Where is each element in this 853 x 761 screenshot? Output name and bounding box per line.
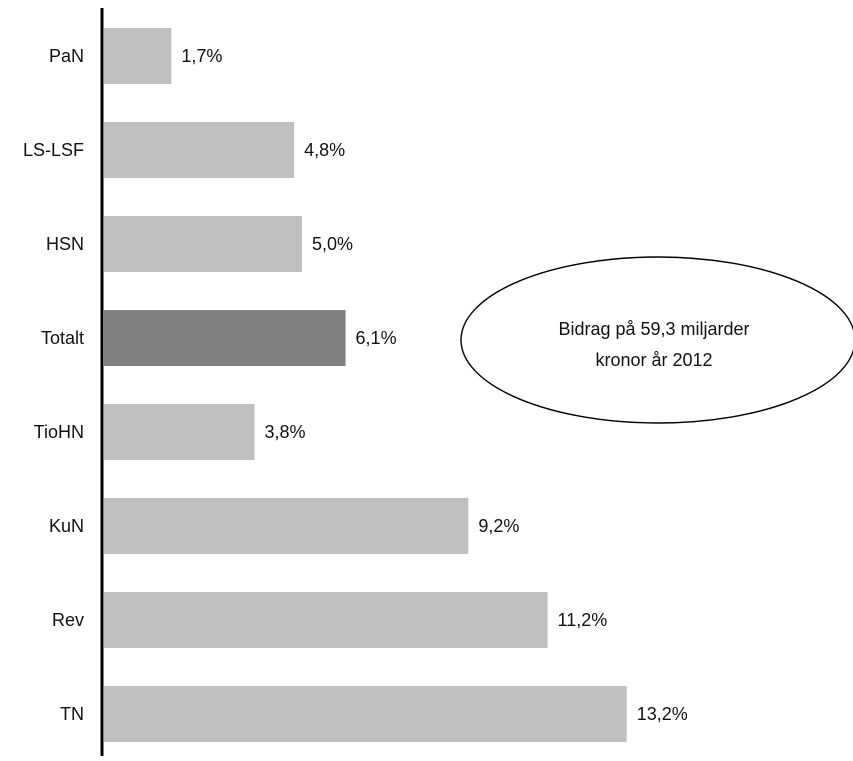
category-label-ls-lsf: LS-LSF	[23, 140, 84, 160]
category-label-pan: PaN	[49, 46, 84, 66]
annotation-line-1: Bidrag på 59,3 miljarder	[558, 319, 749, 339]
value-label-tn: 13,2%	[637, 704, 688, 724]
value-label-kun: 9,2%	[478, 516, 519, 536]
annotation-callout: Bidrag på 59,3 miljarder kronor år 2012	[460, 256, 853, 424]
bar-ls-lsf	[104, 122, 295, 178]
bar-kun	[104, 498, 469, 554]
bars-layer	[104, 28, 627, 742]
bar-hsn	[104, 216, 302, 272]
value-label-pan: 1,7%	[181, 46, 222, 66]
value-label-hsn: 5,0%	[312, 234, 353, 254]
bar-rev	[104, 592, 548, 648]
value-label-tiohn: 3,8%	[264, 422, 305, 442]
bar-tiohn	[104, 404, 255, 460]
annotation-line-2: kronor år 2012	[595, 350, 712, 370]
category-label-tiohn: TioHN	[34, 422, 84, 442]
bar-tn	[104, 686, 627, 742]
bar-totalt	[104, 310, 346, 366]
bar-pan	[104, 28, 172, 84]
category-label-rev: Rev	[52, 610, 84, 630]
annotation-ellipse	[460, 256, 853, 424]
labels-layer: PaN 1,7% LS-LSF 4,8% HSN 5,0% Totalt 6,1% TioHN 3…	[23, 46, 688, 724]
value-label-rev: 11,2%	[558, 610, 608, 630]
value-label-totalt: 6,1%	[356, 328, 397, 348]
category-label-hsn: HSN	[46, 234, 84, 254]
category-label-tn: TN	[60, 704, 84, 724]
category-label-totalt: Totalt	[41, 328, 84, 348]
value-label-ls-lsf: 4,8%	[304, 140, 345, 160]
category-label-kun: KuN	[49, 516, 84, 536]
